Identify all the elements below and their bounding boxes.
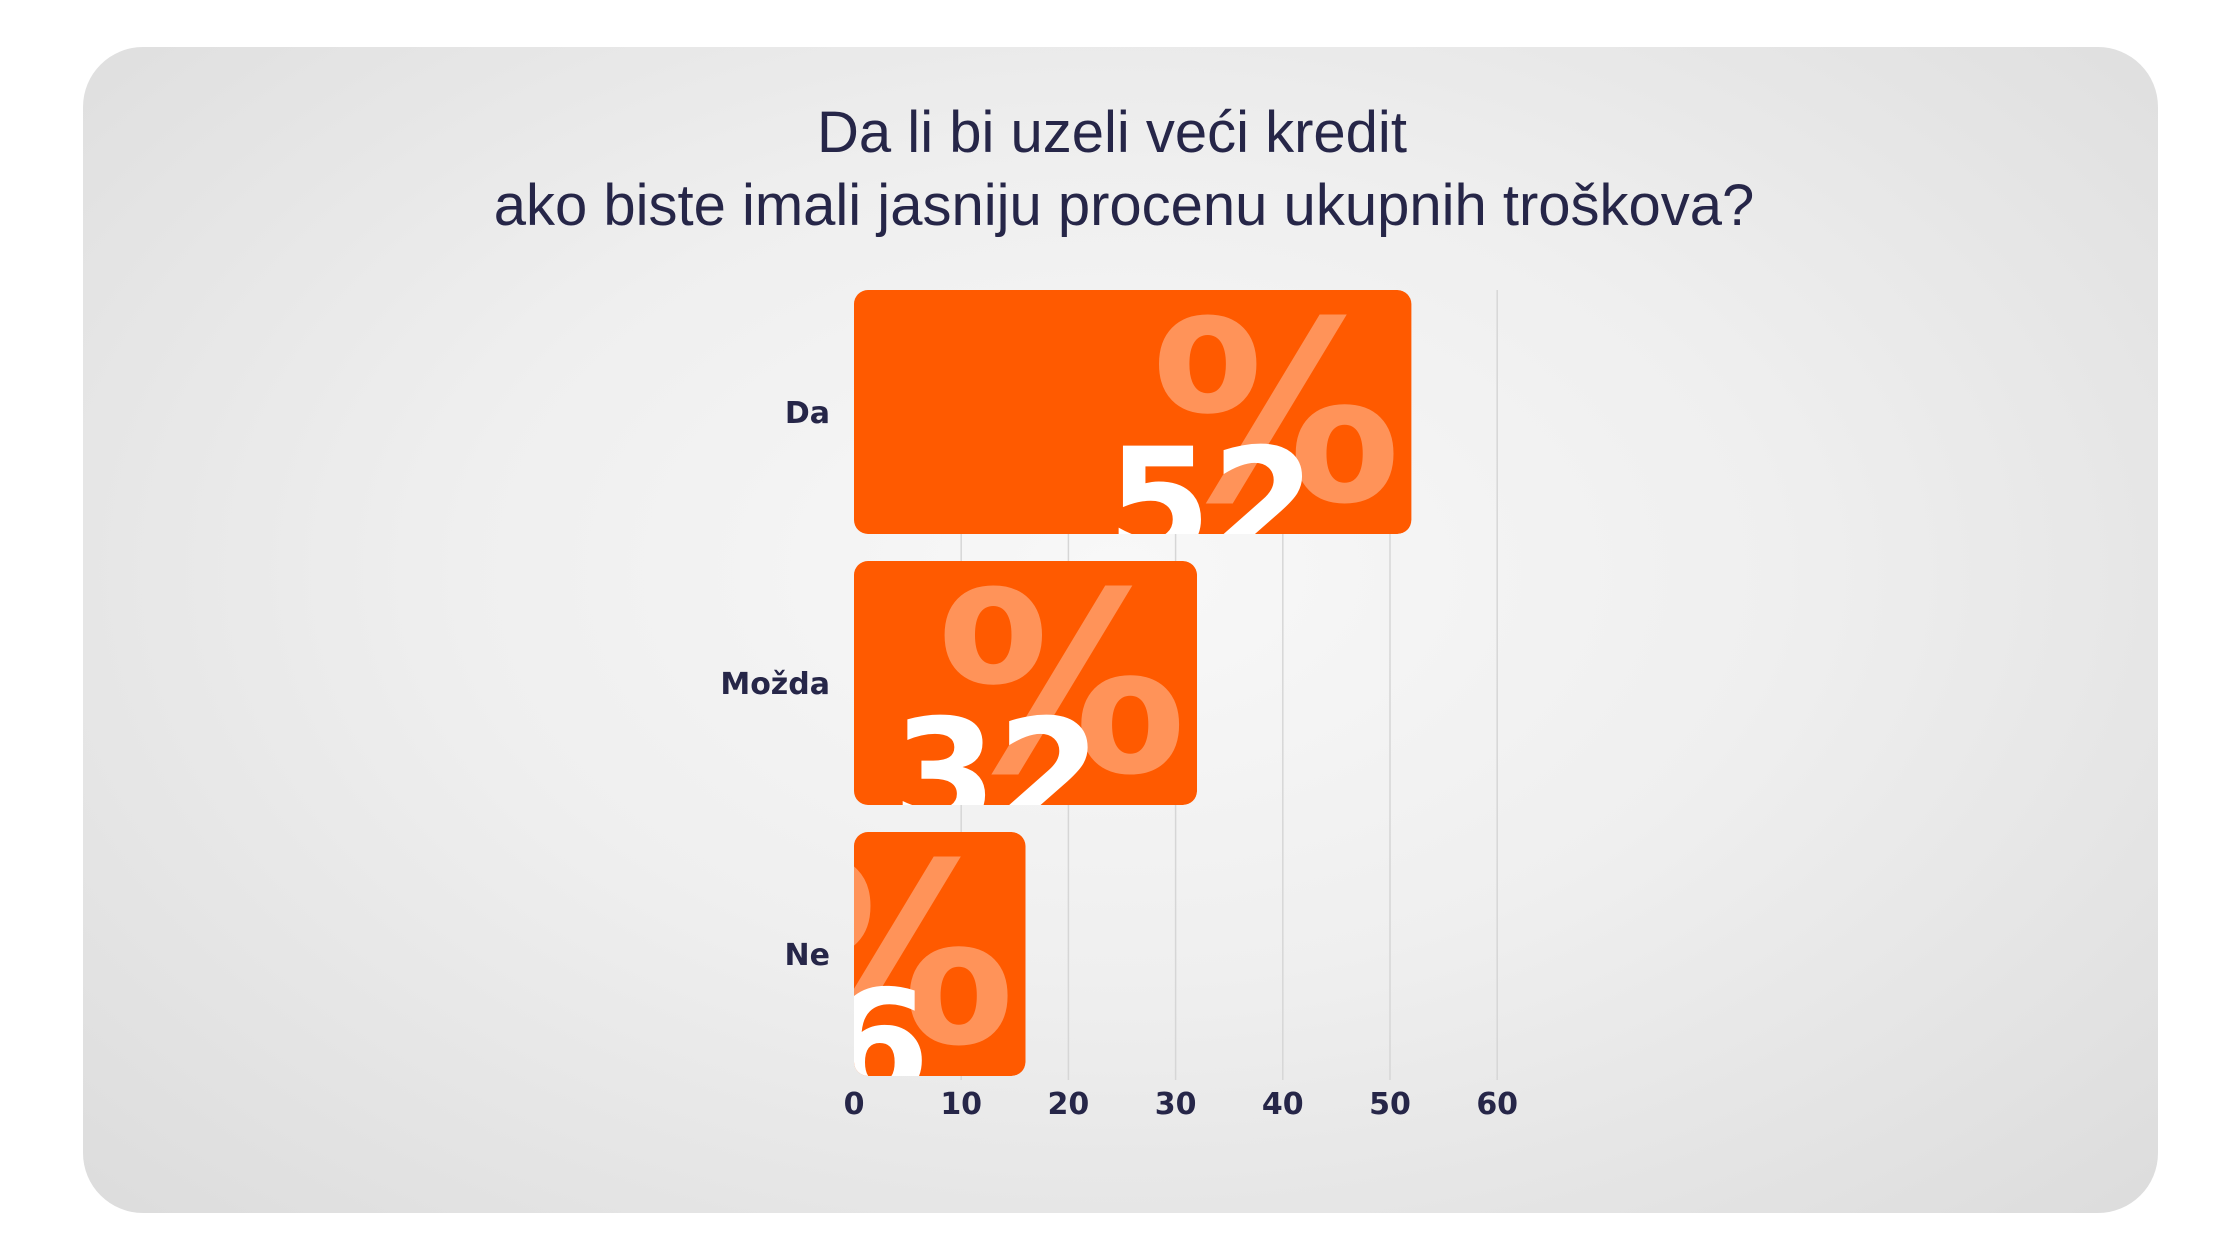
x-axis-ticks: 0 10 20 30 40 50 60 — [844, 1087, 1519, 1122]
chart-title: Da li bi uzeli veći kredit — [817, 100, 1407, 165]
category-labels: Da Možda Ne — [720, 396, 830, 973]
x-tick-label: 10 — [940, 1087, 982, 1122]
percent-symbol: % — [937, 539, 1188, 830]
bar — [854, 832, 1026, 1076]
bar-group: %52 — [854, 268, 1412, 591]
bar-group: %32 — [854, 539, 1198, 862]
x-tick-label: 0 — [844, 1087, 865, 1122]
category-label: Možda — [720, 667, 830, 702]
bar — [854, 561, 1198, 805]
category-label: Ne — [785, 938, 830, 973]
chart-subtitle: ako biste imali jasniju procenu ukupnih … — [494, 173, 1755, 238]
x-tick-label: 50 — [1369, 1087, 1411, 1122]
percent-symbol: % — [765, 810, 1016, 1101]
bar-value-label: 32 — [893, 688, 1102, 862]
bar-value-label: 52 — [1107, 417, 1316, 591]
x-tick-label: 60 — [1476, 1087, 1518, 1122]
percent-symbol: % — [1151, 268, 1402, 559]
x-tick-label: 30 — [1155, 1087, 1197, 1122]
bar — [854, 290, 1412, 534]
bar-value-label: 16 — [721, 959, 930, 1133]
x-tick-label: 40 — [1262, 1087, 1304, 1122]
bar-group: %16 — [721, 810, 1026, 1133]
bars: %52%32%16 — [721, 268, 1412, 1133]
category-label: Da — [785, 396, 830, 431]
x-tick-label: 20 — [1048, 1087, 1090, 1122]
